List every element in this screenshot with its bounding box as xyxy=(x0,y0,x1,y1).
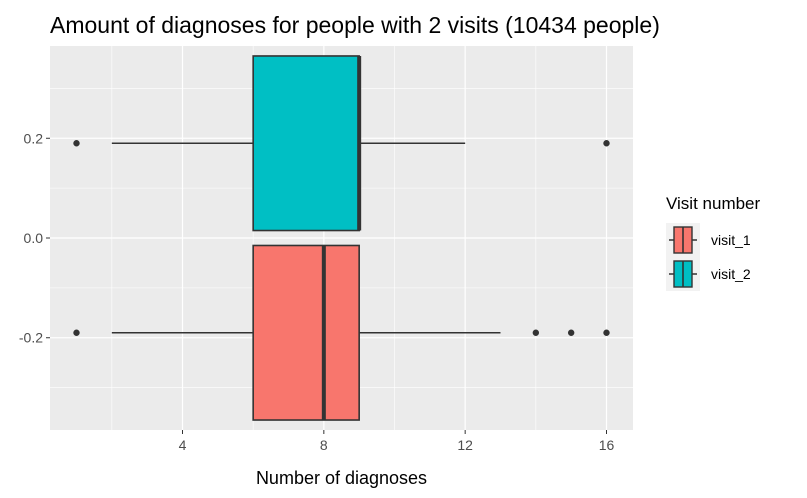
box-visit_2 xyxy=(73,55,610,232)
box-iqr xyxy=(252,244,360,421)
y-tick-label: -0.2 xyxy=(19,330,43,346)
x-tick-labels: 4 8 12 16 xyxy=(179,437,615,453)
x-axis-title: Number of diagnoses xyxy=(256,468,427,488)
box-visit_1 xyxy=(73,244,610,421)
y-tick-label: 0.0 xyxy=(24,230,44,246)
chart-title: Amount of diagnoses for people with 2 vi… xyxy=(50,12,660,38)
y-tick-label: 0.2 xyxy=(24,130,44,146)
outlier-point xyxy=(73,140,80,147)
outlier-point xyxy=(603,140,610,147)
x-tick-label: 12 xyxy=(457,437,473,453)
outlier-point xyxy=(532,329,540,336)
x-tick-label: 8 xyxy=(320,437,328,453)
x-tick-label: 4 xyxy=(179,437,187,453)
legend-entry-visit_2: visit_2 xyxy=(666,257,751,291)
outlier-point xyxy=(567,329,575,336)
plot-panel xyxy=(50,46,633,430)
y-tick-labels: -0.2 0.0 0.2 xyxy=(19,130,43,345)
outlier-point xyxy=(603,329,610,336)
legend-title: Visit number xyxy=(666,194,761,213)
legend-entry-visit_1: visit_1 xyxy=(666,223,751,257)
x-tick-label: 16 xyxy=(599,437,615,453)
box-iqr xyxy=(252,55,360,232)
legend: Visit number visit_1 visit_2 xyxy=(666,194,761,291)
outlier-point xyxy=(73,329,80,336)
legend-label: visit_2 xyxy=(711,266,751,282)
legend-label: visit_1 xyxy=(711,232,751,248)
